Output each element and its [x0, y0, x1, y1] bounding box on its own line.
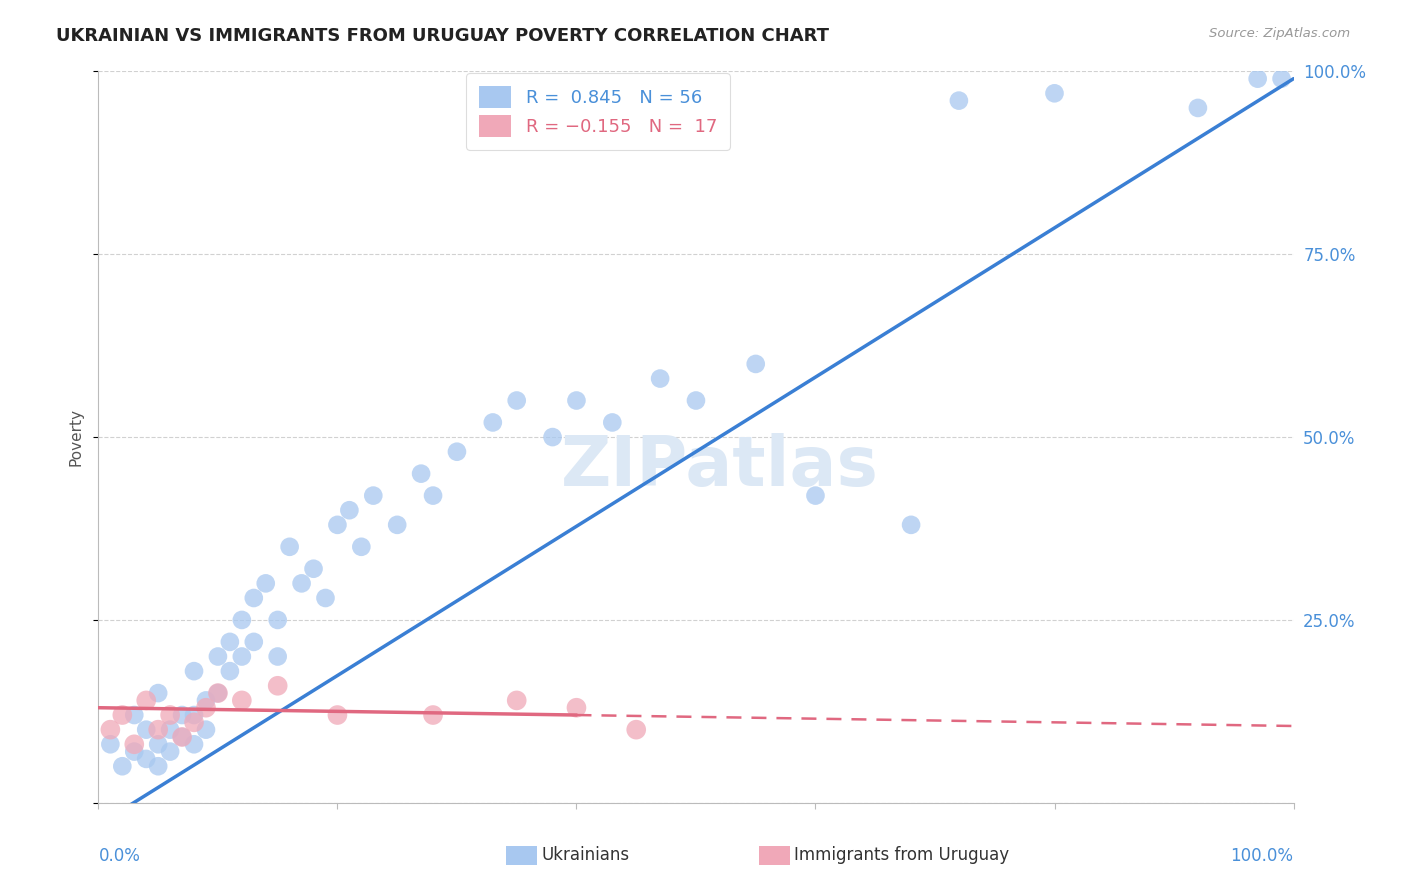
- Point: [411, 467, 433, 481]
- Point: [506, 693, 529, 707]
- Point: [172, 708, 194, 723]
- Point: [302, 562, 325, 576]
- Point: [159, 708, 181, 723]
- Point: [148, 723, 170, 737]
- Point: [135, 752, 157, 766]
- Point: [135, 693, 157, 707]
- Text: ZIPatlas: ZIPatlas: [561, 433, 879, 500]
- Point: [422, 708, 444, 723]
- Point: [172, 730, 194, 744]
- Y-axis label: Poverty: Poverty: [67, 408, 83, 467]
- Point: [207, 649, 229, 664]
- Point: [278, 540, 301, 554]
- Point: [135, 723, 157, 737]
- Point: [804, 489, 827, 503]
- Legend: R =  0.845   N = 56, R = −0.155   N =  17: R = 0.845 N = 56, R = −0.155 N = 17: [465, 73, 730, 150]
- Point: [326, 708, 349, 723]
- Point: [290, 576, 312, 591]
- Point: [948, 94, 970, 108]
- Point: [326, 517, 349, 532]
- Point: [1246, 71, 1268, 86]
- Point: [1271, 71, 1294, 86]
- Point: [363, 489, 385, 503]
- Point: [565, 393, 588, 408]
- Point: [422, 489, 444, 503]
- Point: [481, 416, 505, 430]
- Text: Source: ZipAtlas.com: Source: ZipAtlas.com: [1209, 27, 1350, 40]
- Point: [183, 737, 205, 751]
- Point: [565, 700, 588, 714]
- Point: [745, 357, 768, 371]
- Point: [339, 503, 360, 517]
- Point: [900, 517, 922, 532]
- Point: [446, 444, 468, 458]
- Point: [194, 700, 218, 714]
- Point: [541, 430, 564, 444]
- Point: [124, 737, 146, 751]
- Point: [207, 686, 229, 700]
- Point: [98, 723, 122, 737]
- Point: [194, 723, 218, 737]
- Text: Immigrants from Uruguay: Immigrants from Uruguay: [794, 847, 1010, 864]
- Point: [183, 664, 205, 678]
- Point: [159, 745, 181, 759]
- Point: [648, 371, 672, 385]
- Point: [148, 686, 170, 700]
- Point: [231, 613, 253, 627]
- Point: [159, 723, 181, 737]
- Point: [124, 745, 146, 759]
- Point: [231, 693, 253, 707]
- Point: [148, 737, 170, 751]
- Point: [267, 679, 290, 693]
- Point: [602, 416, 624, 430]
- Point: [111, 708, 134, 723]
- Point: [124, 708, 146, 723]
- Point: [183, 715, 205, 730]
- Point: [98, 737, 122, 751]
- Text: UKRAINIAN VS IMMIGRANTS FROM URUGUAY POVERTY CORRELATION CHART: UKRAINIAN VS IMMIGRANTS FROM URUGUAY POV…: [56, 27, 830, 45]
- Point: [1043, 87, 1066, 101]
- Point: [111, 759, 134, 773]
- Point: [254, 576, 277, 591]
- Point: [243, 635, 266, 649]
- Point: [267, 613, 290, 627]
- Point: [267, 649, 290, 664]
- Point: [219, 635, 242, 649]
- Point: [506, 393, 529, 408]
- Point: [207, 686, 229, 700]
- Point: [315, 591, 337, 605]
- Point: [219, 664, 242, 678]
- Point: [231, 649, 253, 664]
- Point: [685, 393, 707, 408]
- Point: [183, 708, 205, 723]
- Point: [243, 591, 266, 605]
- Point: [194, 693, 218, 707]
- Text: 0.0%: 0.0%: [98, 847, 141, 864]
- Point: [626, 723, 648, 737]
- Text: 100.0%: 100.0%: [1230, 847, 1294, 864]
- Point: [172, 730, 194, 744]
- Point: [1187, 101, 1209, 115]
- Point: [148, 759, 170, 773]
- Point: [350, 540, 373, 554]
- Text: Ukrainians: Ukrainians: [541, 847, 630, 864]
- Point: [385, 517, 409, 532]
